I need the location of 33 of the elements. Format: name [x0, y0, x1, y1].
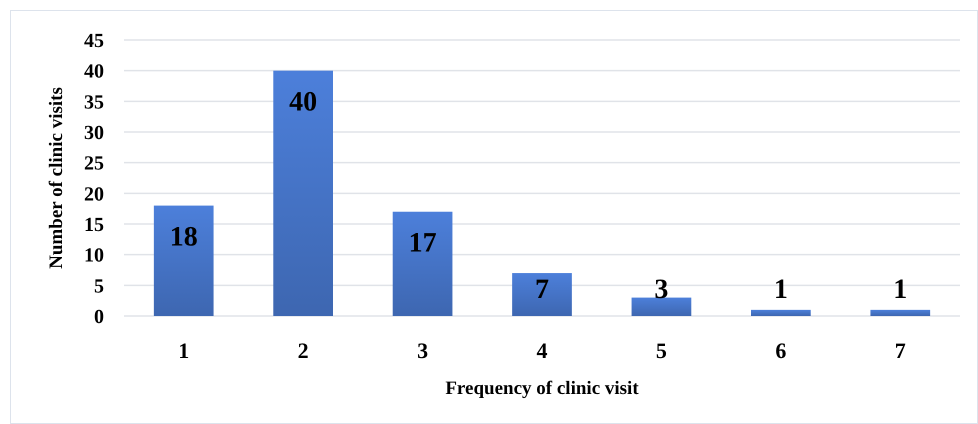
- x-tick-label: 6: [775, 338, 786, 363]
- y-tick-label: 40: [84, 60, 104, 83]
- data-label: 1: [774, 274, 788, 305]
- bar: [751, 310, 811, 316]
- bar: [632, 298, 692, 316]
- y-axis-title: Number of clinic visits: [46, 87, 67, 269]
- data-label: 1: [893, 274, 908, 305]
- x-tick-label: 2: [298, 338, 309, 363]
- x-tick-label: 7: [894, 338, 906, 363]
- y-tick-label: 35: [84, 91, 104, 114]
- y-tick-label: 45: [84, 30, 104, 52]
- x-tick-label: 4: [536, 338, 548, 363]
- bar: [870, 310, 930, 316]
- data-label: 17: [408, 228, 437, 259]
- data-label: 3: [654, 274, 668, 305]
- y-tick-label: 25: [84, 152, 104, 175]
- bar: [512, 273, 572, 316]
- y-tick-label: 0: [94, 306, 104, 328]
- x-axis-title: Frequency of clinic visit: [445, 378, 640, 399]
- y-tick-label: 30: [84, 122, 104, 144]
- y-tick-label: 15: [84, 214, 104, 236]
- bar: [392, 212, 452, 316]
- x-tick-label: 1: [178, 338, 190, 363]
- data-label: 18: [170, 222, 198, 253]
- y-tick-label: 5: [94, 275, 104, 298]
- bar: [273, 70, 333, 316]
- x-tick-label: 3: [417, 338, 428, 363]
- bar: [154, 206, 214, 316]
- y-tick-label: 20: [84, 183, 104, 206]
- x-tick-label: 5: [656, 338, 667, 363]
- data-label: 7: [535, 274, 549, 305]
- y-tick-label: 10: [84, 244, 104, 267]
- data-label: 40: [289, 86, 318, 118]
